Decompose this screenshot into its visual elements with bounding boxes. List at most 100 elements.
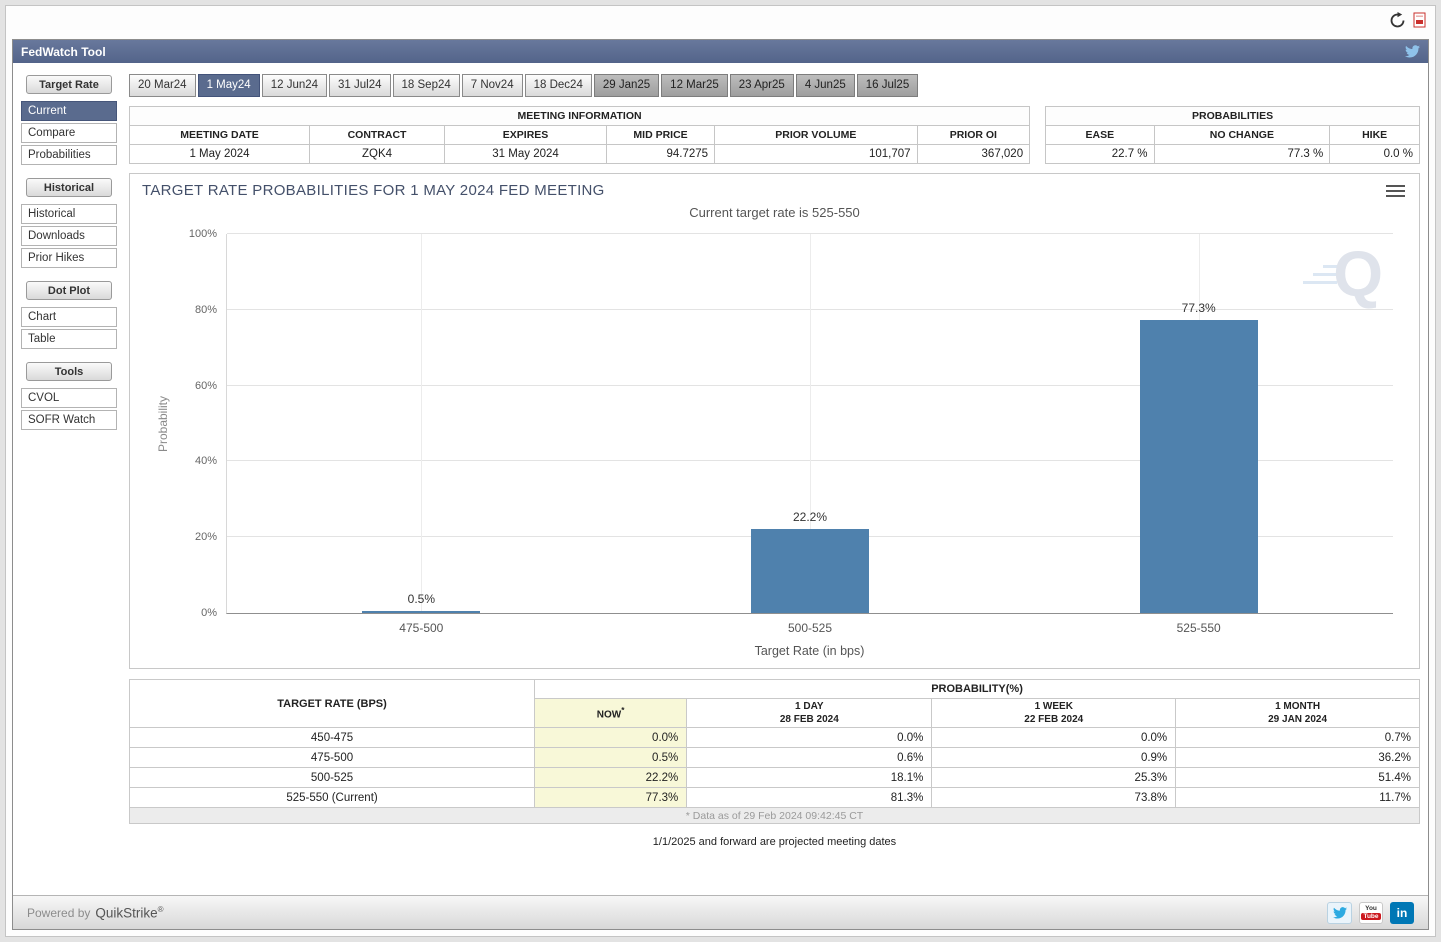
one-day-column-header: 1 DAY 28 FEB 2024 — [686, 698, 933, 728]
tab-20-mar24[interactable]: 20 Mar24 — [129, 74, 196, 97]
sidebar-group-target-rate: Current Compare Probabilities — [21, 101, 117, 165]
twitter-footer-icon[interactable] — [1327, 901, 1352, 924]
sidebar-item-chart[interactable]: Chart — [21, 307, 117, 327]
tab-4-jun25[interactable]: 4 Jun25 — [795, 74, 855, 97]
ease-header: EASE — [1045, 125, 1155, 145]
x-tick-label: 475-500 — [399, 621, 444, 635]
week-value: 25.3% — [931, 767, 1177, 788]
probability-bar[interactable] — [1139, 320, 1258, 613]
tab-29-jan25[interactable]: 29 Jan25 — [593, 74, 660, 97]
probability-group-header: PROBABILITY(%) — [534, 679, 1420, 699]
linkedin-in-text: in — [1396, 905, 1408, 920]
now-value: 22.2% — [534, 767, 688, 788]
sidebar-item-historical[interactable]: Historical — [21, 204, 117, 224]
chart-panel: TARGET RATE PROBABILITIES FOR 1 MAY 2024… — [129, 173, 1420, 669]
y-tick-label: 0% — [201, 607, 217, 619]
refresh-icon[interactable] — [1389, 11, 1406, 29]
day-value: 81.3% — [686, 787, 933, 808]
target-rate-bps-header: TARGET RATE (BPS) — [128, 679, 536, 728]
bar-value-label: 77.3% — [1181, 301, 1216, 316]
sidebar-section-tools: Tools — [26, 362, 112, 381]
sidebar-group-tools: CVOL SOFR Watch — [21, 388, 117, 430]
meeting-info-value-row: 1 May 2024 ZQK4 31 May 2024 94.7275 101,… — [128, 144, 1031, 164]
x-tick-label: 500-525 — [787, 621, 833, 635]
day-value: 0.0% — [686, 727, 933, 748]
day-value: 18.1% — [686, 767, 933, 788]
tab-12-jun24[interactable]: 12 Jun24 — [261, 74, 328, 97]
no-change-header: NO CHANGE — [1153, 125, 1331, 145]
main-content: 20 Mar24 1 May24 12 Jun24 31 Jul24 18 Se… — [128, 74, 1420, 895]
x-tick-label: 525-550 — [1176, 621, 1221, 635]
month-value: 0.7% — [1175, 727, 1420, 748]
tab-18-dec24[interactable]: 18 Dec24 — [524, 74, 592, 97]
probabilities-summary-table: PROBABILITIES EASE NO CHANGE HIKE 22.7 %… — [1045, 106, 1420, 164]
sidebar-section-dot-plot: Dot Plot — [26, 281, 112, 300]
category-gridline — [421, 234, 423, 613]
youtube-icon[interactable]: You Tube — [1359, 901, 1383, 924]
month-value: 51.4% — [1175, 767, 1420, 788]
sidebar-item-compare[interactable]: Compare — [21, 123, 117, 143]
week-value: 73.8% — [931, 787, 1177, 808]
quikstrike-label: QuikStrike — [95, 905, 158, 921]
sidebar-item-prior-hikes[interactable]: Prior Hikes — [21, 248, 117, 268]
y-tick-label: 100% — [188, 228, 217, 240]
no-change-value: 77.3 % — [1153, 144, 1331, 164]
x-axis-label: Target Rate (in bps) — [754, 644, 865, 658]
pdf-export-icon[interactable] — [1413, 12, 1427, 28]
now-column-header: NOW* — [534, 698, 688, 728]
hike-value: 0.0 % — [1329, 144, 1420, 164]
probability-bar[interactable] — [751, 528, 869, 613]
now-value: 0.5% — [534, 747, 688, 768]
meeting-date-value: 1 May 2024 — [128, 144, 311, 164]
tab-23-apr25[interactable]: 23 Apr25 — [729, 74, 794, 97]
sidebar: Target Rate Current Compare Probabilitie… — [21, 74, 117, 895]
one-day-label: 1 DAY — [795, 701, 824, 712]
probabilities-title: PROBABILITIES — [1045, 106, 1420, 126]
bar-slot: 22.2% 500-525 — [750, 234, 870, 635]
linkedin-icon[interactable]: in — [1390, 901, 1414, 924]
bar-slot: 77.3% 525-550 — [1139, 234, 1259, 635]
one-month-label: 1 MONTH — [1275, 701, 1321, 712]
tab-7-nov24[interactable]: 7 Nov24 — [461, 74, 523, 97]
prior-oi-value: 367,020 — [916, 144, 1031, 164]
prior-volume-header: PRIOR VOLUME — [714, 125, 918, 145]
month-value: 11.7% — [1175, 787, 1420, 808]
sidebar-item-table[interactable]: Table — [21, 329, 117, 349]
app-footer-bar: Powered by QuikStrike® You Tube in — [13, 895, 1428, 929]
tab-12-mar25[interactable]: 12 Mar25 — [661, 74, 728, 97]
sidebar-item-sofr-watch[interactable]: SOFR Watch — [21, 410, 117, 430]
now-value: 0.0% — [534, 727, 688, 748]
tab-1-may24[interactable]: 1 May24 — [197, 74, 260, 97]
sidebar-item-probabilities[interactable]: Probabilities — [21, 145, 117, 165]
fedwatch-app-frame: FedWatch Tool Target Rate Current Compar… — [12, 39, 1429, 930]
y-tick-label: 20% — [194, 531, 217, 544]
tab-31-jul24[interactable]: 31 Jul24 — [329, 74, 391, 97]
one-week-column-header: 1 WEEK 22 FEB 2024 — [931, 698, 1177, 728]
sidebar-item-current[interactable]: Current — [21, 101, 117, 121]
chart-subtitle: Current target rate is 525-550 — [689, 205, 860, 220]
tab-18-sep24[interactable]: 18 Sep24 — [392, 74, 460, 97]
twitter-icon[interactable] — [1405, 45, 1420, 58]
youtube-tube-text: Tube — [1361, 912, 1381, 921]
sidebar-item-downloads[interactable]: Downloads — [21, 226, 117, 246]
table-row: 450-475 0.0% 0.0% 0.0% 0.7% — [128, 727, 1420, 748]
meeting-info-header-row: MEETING DATE CONTRACT EXPIRES MID PRICE … — [128, 125, 1031, 145]
now-value: 77.3% — [534, 787, 688, 808]
probabilities-value-row: 22.7 % 77.3 % 0.0 % — [1045, 144, 1420, 164]
rate-450-475: 450-475 — [128, 727, 536, 748]
sidebar-section-historical: Historical — [26, 178, 112, 197]
sidebar-item-cvol[interactable]: CVOL — [21, 388, 117, 408]
rate-500-525: 500-525 — [128, 767, 536, 788]
prior-volume-value: 101,707 — [714, 144, 918, 164]
ease-value: 22.7 % — [1045, 144, 1155, 164]
quikstrike-link[interactable]: QuikStrike® — [95, 905, 163, 921]
mid-price-value: 94.7275 — [606, 144, 716, 164]
meeting-info-title: MEETING INFORMATION — [128, 106, 1031, 126]
chart-context-menu-button[interactable] — [1386, 185, 1405, 197]
tab-16-jul25[interactable]: 16 Jul25 — [856, 74, 919, 97]
app-header-bar: FedWatch Tool — [13, 40, 1428, 63]
probability-bar[interactable] — [362, 611, 481, 613]
table-row: 525-550 (Current) 77.3% 81.3% 73.8% 11.7… — [128, 787, 1420, 808]
contract-header: CONTRACT — [309, 125, 446, 145]
day-value: 0.6% — [686, 747, 933, 768]
